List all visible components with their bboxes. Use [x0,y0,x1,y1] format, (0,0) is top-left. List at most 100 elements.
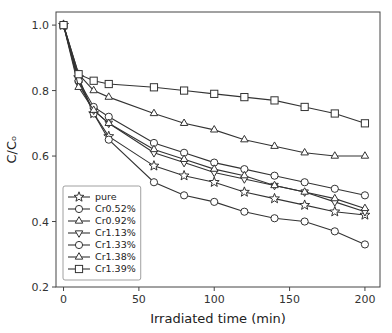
series [60,21,369,248]
data-point [90,86,97,92]
data-point [150,84,157,91]
data-point [211,198,218,205]
data-point [105,93,112,99]
legend-marker [75,205,82,212]
x-axis: 050100150200 [60,287,375,306]
data-point [180,155,187,161]
data-point [149,161,159,170]
data-point [60,21,67,28]
data-point [331,110,338,117]
data-point [90,77,97,84]
data-point [270,193,280,202]
tick [214,287,215,291]
data-point [179,170,189,179]
tick [364,287,365,291]
tick [52,287,56,288]
tick-label: 0 [60,293,67,306]
data-point [90,106,97,112]
tick [138,287,139,291]
data-point [301,179,308,186]
tick-label: 150 [279,293,300,306]
data-point [239,187,249,196]
legend-label: Cr0.52% [95,203,136,214]
data-point [361,241,368,248]
plot-area [59,20,370,248]
legend-label: Cr1.39% [95,263,136,274]
data-point [360,210,370,219]
data-point [209,177,219,186]
data-point [105,80,112,87]
legend: pureCr0.52%Cr0.92%Cr1.13%Cr1.33%Cr1.38%C… [63,186,141,280]
data-point [271,142,278,148]
data-point [180,192,187,199]
data-point [331,152,338,158]
tick [52,25,56,26]
data-point [241,135,248,141]
data-point [180,119,187,125]
legend-marker [75,241,82,248]
legend-box [63,186,141,280]
tick [52,90,56,91]
data-point [301,218,308,225]
series-line [64,25,365,123]
data-point [75,83,82,89]
data-point [301,103,308,110]
series-line [64,25,365,208]
data-point [150,145,157,151]
data-point [331,228,338,235]
data-point [271,215,278,222]
series-line [64,25,365,195]
x-axis-label: Irradiated time (min) [150,311,286,326]
data-point [59,20,69,29]
data-point [105,119,112,125]
plot-frame [56,12,380,287]
y-axis-label: C/Cₒ [4,136,19,164]
data-point [271,172,278,179]
tick-label: 200 [354,293,375,306]
legend-marker [74,192,84,201]
tick-label: 1.0 [32,19,50,32]
chart: 0501001502000.20.40.60.81.0Irradiated ti… [0,0,392,333]
tick [289,287,290,291]
data-point [301,148,308,154]
legend-label: Cr1.13% [95,227,136,238]
data-point [331,194,338,200]
data-point [241,171,248,177]
series [60,21,369,126]
legend-marker [75,217,82,223]
data-point [60,21,67,28]
data-point [271,97,278,104]
data-point [271,181,278,187]
data-point [361,204,368,210]
series [60,21,369,198]
data-point [150,179,157,186]
legend-label: pure [95,191,117,202]
data-point [361,120,368,127]
series-line [64,25,365,156]
data-point [301,188,308,194]
data-point [210,165,217,171]
tick-label: 0.6 [32,150,50,163]
tick-label: 0.8 [32,85,50,98]
tick [63,287,64,291]
data-point [105,136,112,143]
series-line [64,25,365,212]
data-point [75,71,82,78]
legend-marker [75,231,82,237]
series [60,21,369,211]
data-point [331,185,338,192]
data-point [60,21,67,28]
data-point [330,207,340,216]
data-point [361,192,368,199]
legend-marker [75,253,82,259]
tick [52,156,56,157]
tick-label: 0.2 [32,281,50,294]
tick-label: 0.4 [32,216,50,229]
legend-label: Cr0.92% [95,215,136,226]
data-point [211,90,218,97]
data-point [150,109,157,115]
series-line [64,25,365,244]
legend-label: Cr1.33% [95,239,136,250]
data-point [180,87,187,94]
tick-label: 100 [204,293,225,306]
